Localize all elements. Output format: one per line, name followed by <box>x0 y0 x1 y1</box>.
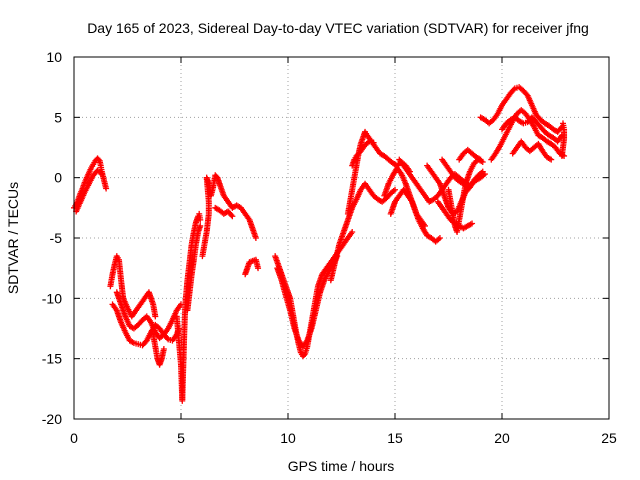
data-point <box>481 171 488 178</box>
data-point <box>421 222 428 229</box>
data-point <box>160 346 167 353</box>
data-point <box>152 313 159 320</box>
x-tick-label: 25 <box>601 430 617 446</box>
data-point <box>477 156 484 163</box>
data-point-dense <box>301 352 308 359</box>
data-point <box>229 213 236 220</box>
data-point <box>559 120 566 127</box>
y-tick-label: -20 <box>42 411 62 427</box>
y-tick-label: -5 <box>50 230 63 246</box>
y-tick-label: -10 <box>42 290 62 306</box>
grid <box>74 57 609 419</box>
x-tick-label: 0 <box>70 430 78 446</box>
data-markers <box>71 84 568 404</box>
data-point <box>548 156 555 163</box>
data-point <box>469 220 476 227</box>
y-tick-label: 5 <box>54 109 62 125</box>
data-point <box>98 171 105 178</box>
x-tick-label: 15 <box>387 430 403 446</box>
data-point-dense <box>510 86 517 93</box>
y-tick-label: 10 <box>46 49 62 65</box>
data-point <box>197 222 204 229</box>
data-point <box>103 185 110 192</box>
y-tick-label: 0 <box>54 170 62 186</box>
x-tick-label: 5 <box>177 430 185 446</box>
data-point-dense <box>164 335 171 342</box>
data-point <box>392 186 398 193</box>
data-point <box>349 228 356 235</box>
data-point-dense <box>228 212 235 219</box>
data-point <box>255 265 262 272</box>
data-point <box>252 235 259 241</box>
x-axis-label: GPS time / hours <box>288 458 395 474</box>
chart-title: Day 165 of 2023, Sidereal Day-to-day VTE… <box>87 20 589 36</box>
data-point <box>436 235 443 241</box>
data-point <box>370 139 377 146</box>
axes-ticks: 0 5 10 15 20 25 -20 -15 -10 -5 0 5 10 <box>42 49 617 446</box>
y-axis-label: SDTVAR / TECUs <box>5 182 21 294</box>
data-point <box>197 216 204 223</box>
x-tick-label: 10 <box>280 430 296 446</box>
x-tick-label: 20 <box>494 430 510 446</box>
y-tick-label: -15 <box>42 351 62 367</box>
